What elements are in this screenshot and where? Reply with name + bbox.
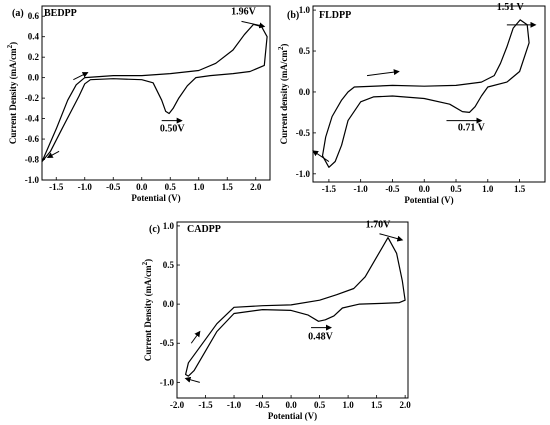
y-tick-label: -0.8 — [25, 155, 40, 165]
plot-frame — [41, 5, 271, 181]
x-tick-label: -1.5 — [322, 184, 337, 194]
x-tick-label: 0.5 — [165, 182, 177, 192]
panel-title: BEDPP — [44, 8, 77, 19]
y-tick-label: -1.0 — [296, 169, 311, 179]
y-tick-label: -0.5 — [296, 128, 311, 138]
x-tick-label: 1.0 — [482, 184, 494, 194]
peak-annotation: 0.71 V — [458, 122, 486, 133]
x-tick-label: 1.5 — [514, 184, 526, 194]
y-tick-label: 1.0 — [299, 5, 311, 15]
y-tick-label: 0.0 — [299, 87, 311, 97]
x-tick-label: -0.5 — [106, 182, 121, 192]
y-tick-label: 0.2 — [28, 52, 40, 62]
panel-title: CADPP — [187, 224, 221, 235]
y-tick-label: -0.6 — [25, 134, 40, 144]
chart-a: -1.5 -1.0 -0.5 0.0 0.5 1.0 1.5 2.0 -1.0 -0.8 -0.6 -… — [6, 5, 271, 203]
y-axis-label: Current density (mA/cm2) — [277, 44, 289, 145]
x-tick-label: 1.0 — [342, 400, 354, 410]
y-tick-label: 0.0 — [28, 73, 40, 83]
x-tick-label: 1.0 — [193, 182, 205, 192]
scan-direction-arrow — [379, 233, 404, 242]
y-tick-label: 0.5 — [299, 46, 311, 56]
peak-annotation: 1.96V — [231, 6, 257, 17]
x-tick-label: -0.5 — [385, 184, 400, 194]
y-tick-label: -1.0 — [25, 175, 40, 185]
y-axis-label: Current Density (mA/cm2) — [6, 42, 18, 144]
x-tick-label: -1.0 — [354, 184, 369, 194]
y-tick-label: -0.2 — [25, 93, 40, 103]
x-tick-label: 0.5 — [450, 184, 462, 194]
y-tick-label: -1.0 — [160, 377, 175, 387]
scan-direction-arrow — [46, 150, 60, 158]
x-tick-label: -0.5 — [255, 400, 270, 410]
y-tick-label: 0.0 — [163, 299, 175, 309]
x-tick-label: 2.0 — [400, 400, 412, 410]
x-axis-label: Potential (V) — [131, 193, 180, 203]
scan-direction-arrow — [73, 72, 89, 81]
y-tick-label: 0.5 — [163, 260, 175, 270]
x-tick-label: -1.5 — [49, 182, 64, 192]
x-tick-label: -1.0 — [78, 182, 93, 192]
peak-annotation: 1.70V — [366, 220, 392, 231]
plot-frame — [312, 5, 546, 183]
panel-letter: (c) — [149, 224, 160, 235]
peak-annotation: 0.50V — [160, 123, 186, 134]
x-tick-label: 0.5 — [314, 400, 326, 410]
chart-b: -1.5 -1.0 -0.5 0.0 0.5 1.0 1.5 -1.0 -0.5 0.0 0.5 1.… — [277, 2, 546, 205]
scan-direction-arrow — [184, 376, 200, 383]
x-tick-label: -1.5 — [198, 400, 213, 410]
scan-direction-arrow — [366, 69, 400, 77]
y-tick-label: -0.5 — [160, 338, 175, 348]
peak-annotation: 0.48V — [308, 331, 334, 342]
x-tick-label: 1.5 — [222, 182, 234, 192]
chart-c: -2.0 -1.5 -1.0 -0.5 0.0 0.5 1.0 1.5 2.0 -1.0 -0.5 0… — [141, 220, 412, 421]
cv-curve — [41, 23, 268, 163]
y-axis-label: Current Density (mA/cm2) — [141, 259, 153, 361]
x-axis-label: Potential (V) — [268, 411, 317, 421]
panel-letter: (b) — [287, 10, 299, 21]
scan-direction-arrow — [312, 150, 330, 162]
x-tick-label: 0.0 — [285, 400, 297, 410]
scan-direction-arrow — [190, 330, 201, 344]
scan-direction-arrow — [241, 20, 266, 29]
cv-curve — [185, 237, 406, 377]
x-tick-label: 1.5 — [371, 400, 383, 410]
panel-letter: (a) — [12, 8, 24, 19]
y-tick-label: 0.6 — [28, 11, 40, 21]
plot-frame — [176, 221, 409, 399]
x-tick-label: 0.0 — [419, 184, 431, 194]
x-tick-label: 0.0 — [136, 182, 148, 192]
x-tick-label: -2.0 — [170, 400, 185, 410]
y-tick-label: -0.4 — [25, 114, 40, 124]
x-axis-label: Potential (V) — [404, 195, 453, 205]
y-tick-label: 1.0 — [163, 221, 175, 231]
y-tick-label: 0.4 — [28, 32, 40, 42]
peak-annotation: 1.51 V — [497, 2, 525, 13]
x-tick-label: 2.0 — [250, 182, 262, 192]
cv-curve — [321, 19, 530, 168]
x-tick-label: -1.0 — [227, 400, 242, 410]
panel-title: FLDPP — [319, 10, 351, 21]
